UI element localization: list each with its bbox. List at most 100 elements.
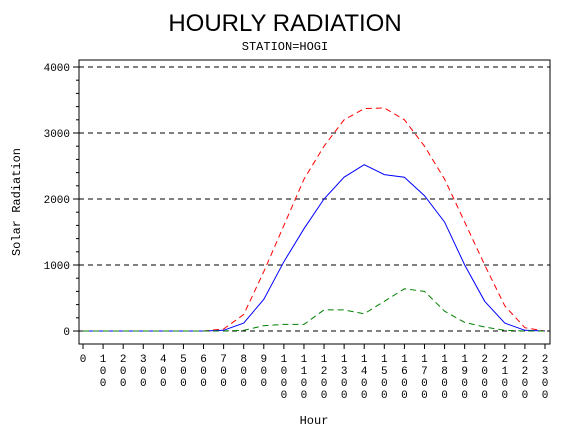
x-tick-label: 4 — [160, 354, 167, 366]
x-tick-label: 2 — [481, 354, 488, 366]
x-tick-label: 0 — [200, 378, 207, 390]
x-tick-label: 9 — [260, 354, 267, 366]
x-tick-label: 0 — [220, 366, 227, 378]
x-tick-label: 0 — [361, 390, 368, 402]
x-tick-label: 3 — [140, 354, 147, 366]
x-tick-label: 7 — [421, 366, 428, 378]
x-tick-label: 8 — [441, 366, 448, 378]
x-tick-label: 1 — [100, 354, 107, 366]
x-tick-label: 2 — [502, 354, 509, 366]
x-tick-label: 0 — [160, 366, 167, 378]
x-tick-label: 3 — [341, 366, 348, 378]
x-tick-label: 1 — [281, 354, 288, 366]
x-tick-label: 0 — [301, 378, 308, 390]
x-tick-label: 2 — [522, 366, 529, 378]
chart-subtitle: STATION=HOGI — [242, 40, 328, 54]
x-tick-label: 0 — [461, 390, 468, 402]
x-tick-label: 0 — [401, 390, 408, 402]
x-tick-label: 0 — [321, 390, 328, 402]
x-tick-label: 0 — [220, 378, 227, 390]
x-tick-label: 0 — [160, 378, 167, 390]
x-tick-label: 0 — [120, 366, 127, 378]
x-tick-label: 1 — [502, 366, 509, 378]
x-tick-label: 0 — [260, 378, 267, 390]
plot-frame — [78, 59, 551, 345]
x-tick-label: 0 — [140, 366, 147, 378]
x-tick-label: 0 — [341, 378, 348, 390]
x-tick-label: 2 — [321, 366, 328, 378]
x-tick-label: 0 — [140, 378, 147, 390]
x-tick-label: 4 — [361, 366, 368, 378]
x-axis-label: Hour — [300, 414, 329, 428]
x-tick-label: 0 — [281, 366, 288, 378]
chart-title: HOURLY RADIATION — [168, 10, 401, 37]
x-tick-label: 0 — [100, 366, 107, 378]
x-tick-label: 1 — [361, 354, 368, 366]
x-tick-label: 0 — [240, 378, 247, 390]
x-tick-label: 0 — [401, 378, 408, 390]
x-tick-label: 0 — [441, 390, 448, 402]
x-tick-label: 1 — [421, 354, 428, 366]
x-tick-label: 2 — [522, 354, 529, 366]
x-axis: 0 100200300400500600700800900100011001200… — [80, 344, 549, 402]
x-tick-label: 8 — [240, 354, 247, 366]
x-tick-label: 0 — [100, 378, 107, 390]
x-tick-label: 7 — [220, 354, 227, 366]
x-tick-label: 0 — [321, 378, 328, 390]
x-tick-label: 1 — [401, 354, 408, 366]
x-tick-label: 1 — [321, 354, 328, 366]
series-lines — [83, 107, 546, 332]
y-tick-label: 0 — [63, 327, 70, 339]
y-tick-label: 3000 — [44, 129, 70, 141]
x-tick-label: 1 — [301, 354, 308, 366]
x-tick-label: 2 — [120, 354, 127, 366]
x-tick-label: 0 — [260, 366, 267, 378]
x-tick-label: 6 — [200, 354, 207, 366]
x-tick-label: 0 — [301, 390, 308, 402]
x-tick-label: 0 — [421, 378, 428, 390]
x-tick-label: 0 — [441, 378, 448, 390]
series-line-2 — [83, 164, 546, 332]
x-tick-label: 0 — [522, 378, 529, 390]
y-tick-label: 2000 — [44, 195, 70, 207]
x-tick-label: 0 — [481, 390, 488, 402]
y-axis: 0 1000 2000 3000 4000 — [44, 63, 79, 339]
x-tick-label: 1 — [441, 354, 448, 366]
y-tick-label: 4000 — [44, 63, 70, 75]
x-tick-label: 0 — [522, 390, 529, 402]
x-tick-label: 0 — [180, 366, 187, 378]
x-tick-label: 0 — [502, 390, 509, 402]
x-tick-label: 0 — [281, 378, 288, 390]
grid-lines — [79, 66, 550, 332]
x-tick-label: 3 — [542, 366, 549, 378]
series-line-3 — [83, 288, 545, 332]
x-tick-label: 0 — [381, 390, 388, 402]
x-tick-label: 0 — [481, 378, 488, 390]
x-tick-label: 5 — [180, 354, 187, 366]
x-tick-label: 0 — [381, 378, 388, 390]
x-tick-label: 0 — [80, 354, 87, 366]
x-tick-label: 1 — [381, 354, 388, 366]
x-tick-label: 0 — [341, 390, 348, 402]
y-tick-label: 1000 — [44, 261, 70, 273]
x-tick-label: 0 — [542, 390, 549, 402]
series-line-1 — [83, 107, 546, 332]
x-tick-label: 0 — [481, 366, 488, 378]
x-tick-label: 0 — [421, 390, 428, 402]
x-tick-label: 2 — [542, 354, 549, 366]
x-tick-label: 0 — [361, 378, 368, 390]
x-tick-label: 0 — [461, 378, 468, 390]
x-tick-label: 0 — [281, 390, 288, 402]
x-tick-label: 1 — [461, 354, 468, 366]
x-tick-label: 0 — [120, 378, 127, 390]
x-tick-label: 5 — [381, 366, 388, 378]
x-tick-label: 0 — [240, 366, 247, 378]
x-tick-label: 1 — [341, 354, 348, 366]
x-tick-label: 0 — [542, 378, 549, 390]
x-tick-label: 1 — [301, 366, 308, 378]
x-tick-label: 0 — [180, 378, 187, 390]
y-axis-label: Solar Radiation — [10, 148, 24, 256]
x-tick-label: 6 — [401, 366, 408, 378]
x-tick-label: 0 — [502, 378, 509, 390]
